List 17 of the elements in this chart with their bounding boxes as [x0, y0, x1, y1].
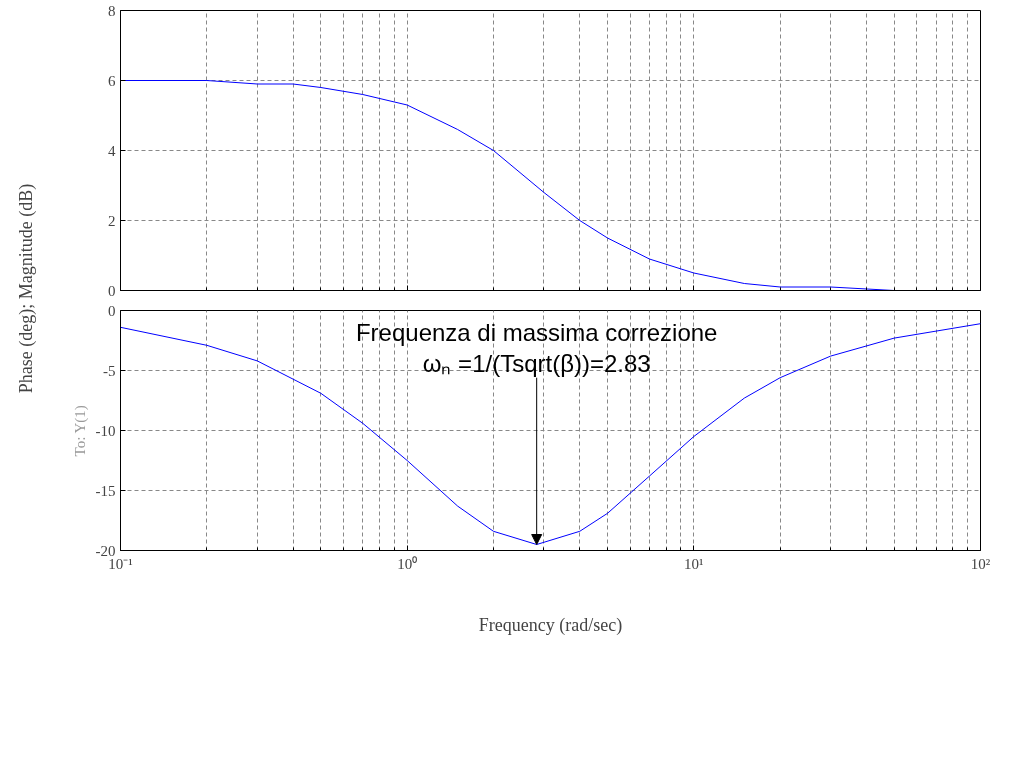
y-tick-label: 0 — [108, 302, 116, 319]
x-tick-label: 10⁰ — [397, 555, 418, 572]
annotation: Frequenza di massima correzione — [355, 318, 718, 346]
x-tick-label: 10¹ — [684, 555, 704, 572]
y-tick-label: 2 — [108, 212, 116, 229]
x-axis-title: Frequency (rad/sec) — [478, 614, 623, 636]
y-axis-title: Phase (deg); Magnitude (dB) — [15, 183, 37, 394]
y-tick-label: 0 — [108, 282, 116, 299]
y-tick-label: 4 — [108, 142, 116, 159]
annotation: ωₙ =1/(Tsqrt(β))=2.83 — [422, 349, 651, 377]
y-axis-title: To: Y(1) — [71, 405, 89, 457]
y-tick-label: -10 — [95, 422, 116, 439]
y-tick-label: -5 — [103, 362, 116, 379]
y-tick-label: -15 — [95, 482, 116, 499]
y-tick-label: 6 — [108, 72, 116, 89]
y-tick-label: 8 — [108, 2, 116, 19]
x-tick-label: 10² — [970, 555, 991, 572]
